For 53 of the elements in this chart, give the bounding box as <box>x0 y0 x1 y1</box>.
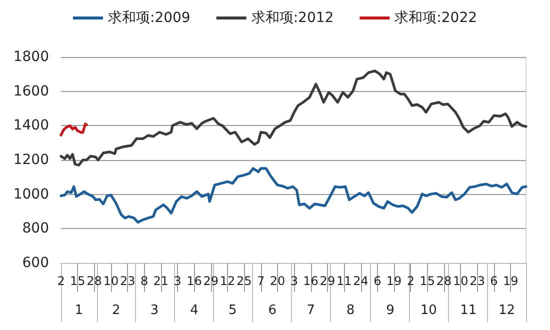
x-tick-label: 15 <box>420 274 436 288</box>
legend-label: 求和项:2012 <box>251 10 334 26</box>
x2-tick-label: 7 <box>306 303 315 318</box>
x-tick-label: 15 <box>70 274 86 288</box>
x-tick-label: 10 <box>453 274 468 288</box>
x-tick-label: 16 <box>186 274 202 288</box>
legend-label: 求和项:2022 <box>394 10 478 26</box>
x2-tick-label: 2 <box>112 303 120 318</box>
x2-tick-label: 9 <box>386 303 394 318</box>
x-tick-label: 21 <box>153 274 169 288</box>
x-tick-label: 28 <box>436 274 452 288</box>
x-tick-label: 29 <box>203 274 219 288</box>
x2-tick-label: 10 <box>420 303 437 318</box>
y-tick-label: 1200 <box>13 152 49 168</box>
x-tick-label: 23 <box>470 274 485 288</box>
x-tick-label: 3 <box>290 274 298 288</box>
x2-tick-label: 6 <box>268 303 277 318</box>
x-tick-label: 10 <box>103 274 119 288</box>
x-tick-label: 19 <box>386 274 402 288</box>
x2-tick-label: 4 <box>190 303 198 318</box>
x-tick-label: 28 <box>86 274 102 288</box>
line-series <box>60 122 88 136</box>
legend-label: 求和项:2009 <box>108 10 190 26</box>
x-tick-label: 23 <box>120 274 136 288</box>
y-tick-label: 1000 <box>13 186 49 202</box>
line-series <box>60 70 528 166</box>
x-tick-label: 24 <box>353 274 368 288</box>
x2-tick-label: 12 <box>498 303 516 318</box>
x2-tick-label: 1 <box>74 303 84 318</box>
x-tick-label: 6 <box>374 274 382 288</box>
x-tick-label: 2 <box>57 274 65 288</box>
line-series <box>60 167 528 224</box>
x2-tick-label: 8 <box>346 303 355 318</box>
x2-tick-label: 11 <box>460 303 477 318</box>
x-tick-label: 25 <box>236 274 252 288</box>
x-tick-label: 2 <box>406 274 415 288</box>
y-tick-label: 600 <box>22 255 49 271</box>
x-tick-label: 6 <box>490 274 498 288</box>
x2-tick-label: 5 <box>228 303 237 318</box>
x-tick-label: 20 <box>270 274 286 288</box>
x-tick-label: 7 <box>257 274 265 288</box>
y-tick-label: 1800 <box>13 49 49 65</box>
x-tick-label: 19 <box>502 274 518 288</box>
y-tick-label: 1400 <box>13 118 49 134</box>
x-tick-label: 3 <box>174 274 182 288</box>
x-tick-label: 8 <box>140 274 148 288</box>
y-tick-label: 800 <box>22 220 49 237</box>
x-tick-label: 16 <box>303 274 318 288</box>
x2-tick-label: 3 <box>150 303 159 318</box>
y-tick-label: 1600 <box>13 83 49 100</box>
x-tick-label: 29 <box>320 274 336 288</box>
x-tick-label: 11 <box>336 274 352 288</box>
x-tick-label: 12 <box>220 274 236 288</box>
